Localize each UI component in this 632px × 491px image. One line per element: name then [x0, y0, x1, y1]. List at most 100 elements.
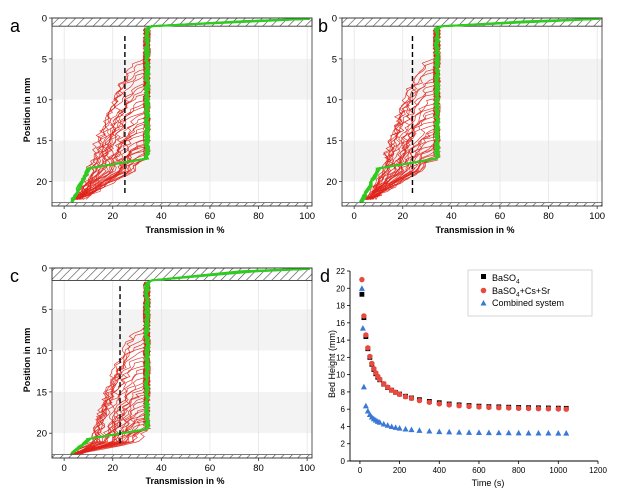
- data-point-combined: [396, 425, 403, 431]
- x-tick-label: 60: [205, 211, 216, 222]
- x-tick-label: 40: [156, 211, 167, 222]
- y-tick-label: 15: [36, 136, 47, 147]
- plot-frame: [341, 17, 603, 207]
- data-point-combined: [384, 422, 391, 428]
- panel-label-a: a: [10, 16, 21, 36]
- x-tick-label: 100: [299, 211, 315, 222]
- data-point-combined: [525, 429, 532, 436]
- background-band: [52, 391, 312, 434]
- data-point-combined: [446, 428, 453, 435]
- panel-c-xlabel: Transmission in %: [145, 476, 224, 486]
- x-tick-label: 80: [543, 211, 554, 222]
- x-tick-label: 200: [393, 466, 407, 475]
- y-tick-label: 2: [341, 440, 346, 449]
- legend-marker-baso4-cs-sr: [480, 287, 487, 294]
- panel-label-b: b: [318, 16, 328, 36]
- x-tick-label: 60: [495, 211, 506, 222]
- legend-label-baso4-cs-sr: BaSO4+Cs+Sr: [492, 286, 550, 299]
- legend-marker-baso4: [481, 274, 486, 279]
- panel-d-legend: BaSO4 BaSO4+Cs+Sr Combined system: [467, 269, 593, 317]
- y-tick-label: 16: [336, 319, 345, 328]
- legend-label-baso4-cs-sr-tail: +Cs+Sr: [520, 286, 551, 296]
- data-point-baso4-cs-sr: [377, 376, 383, 383]
- x-tick-label: 0: [358, 466, 363, 475]
- x-tick-label: 20: [397, 211, 408, 222]
- panel-a-xlabel: Transmission in %: [145, 225, 224, 235]
- profile-green-line: [70, 17, 310, 203]
- panel-label-d: d: [320, 266, 330, 286]
- data-point-baso4-cs-sr: [367, 353, 373, 360]
- data-point-baso4-cs-sr: [476, 404, 482, 410]
- data-point-baso4-cs-sr: [555, 406, 562, 412]
- panel-label-c: c: [10, 266, 19, 286]
- data-point-baso4-cs-sr: [402, 393, 409, 400]
- data-point-combined: [392, 424, 399, 430]
- data-point-baso4-cs-sr: [363, 332, 369, 338]
- y-tick-label: 4: [341, 422, 346, 431]
- x-tick-label: 20: [107, 463, 118, 474]
- x-tick-label: 1200: [589, 466, 607, 475]
- panel-d-ylabel: Bed Height (mm): [327, 330, 337, 398]
- data-point-baso4-cs-sr: [486, 404, 492, 411]
- panel-c-chart: 0 5 10 15 20 0 20 40 60 80 100: [36, 264, 315, 475]
- data-point-baso4-cs-sr: [456, 403, 462, 409]
- y-tick-label: 20: [336, 284, 345, 293]
- data-point-combined: [388, 423, 395, 430]
- legend-box: [467, 269, 593, 317]
- y-tick-label: 14: [336, 336, 345, 345]
- x-tick-label: 1000: [549, 466, 567, 475]
- y-tick-label: 0: [341, 457, 346, 466]
- data-point-combined: [485, 429, 492, 436]
- data-point-combined: [358, 285, 365, 291]
- bottom-hatch: [341, 202, 603, 207]
- data-point-baso4-cs-sr: [525, 405, 532, 412]
- background-band: [52, 99, 312, 141]
- y-tick-label: 10: [336, 371, 345, 380]
- y-tick-label: 20: [326, 177, 337, 188]
- data-point-baso4-cs-sr: [359, 276, 365, 283]
- bottom-hatch: [51, 202, 313, 207]
- data-point-baso4-cs-sr: [381, 381, 387, 387]
- data-point-baso4-cs-sr: [361, 313, 367, 319]
- data-point-baso4-cs-sr: [396, 391, 403, 398]
- data-point-combined: [376, 419, 383, 425]
- panel-b-xlabel: Transmission in %: [435, 225, 514, 235]
- data-point-combined: [360, 383, 367, 390]
- data-point-combined: [436, 428, 443, 435]
- legend-label-baso4-sub: 4: [516, 279, 520, 286]
- y-tick-label: 18: [336, 302, 345, 311]
- data-point-combined: [426, 427, 433, 434]
- legend-label-baso4: BaSO4: [492, 273, 520, 286]
- y-tick-label: 5: [42, 305, 47, 316]
- background-band: [342, 58, 602, 100]
- background-band: [52, 350, 312, 392]
- data-point-baso4-cs-sr: [388, 387, 395, 393]
- data-point-combined: [359, 325, 366, 331]
- x-tick-label: 600: [472, 466, 486, 475]
- plot-frame: [51, 17, 313, 207]
- x-tick-label: 0: [352, 211, 357, 222]
- y-tick-label: 0: [332, 14, 337, 25]
- y-tick-label: 15: [326, 136, 337, 147]
- x-tick-label: 800: [512, 466, 526, 475]
- legend-label-baso4-main: BaSO: [492, 273, 516, 283]
- y-tick-label: 20: [36, 429, 47, 440]
- data-point-combined: [563, 430, 570, 436]
- legend-label-baso4-cs-sr-sub: 4: [516, 292, 520, 299]
- data-point-combined: [364, 407, 371, 414]
- legend-marker-combined: [480, 300, 487, 306]
- data-point-baso4-cs-sr: [506, 405, 512, 411]
- data-point-baso4-cs-sr: [365, 345, 371, 351]
- legend-label-baso4-cs-sr-main: BaSO: [492, 286, 516, 296]
- data-point-baso4-cs-sr: [466, 403, 472, 410]
- data-point-baso4-cs-sr: [563, 406, 569, 412]
- x-tick-label: 400: [433, 466, 447, 475]
- y-tick-label: 12: [336, 353, 345, 362]
- data-point-baso4-cs-sr: [446, 402, 452, 408]
- y-tick-label: 8: [341, 388, 346, 397]
- y-tick-label: 10: [36, 95, 47, 106]
- y-tick-label: 15: [36, 387, 47, 398]
- data-point-baso4-cs-sr: [371, 365, 377, 372]
- data-point-baso4-cs-sr: [416, 397, 423, 404]
- data-point-combined: [416, 427, 423, 433]
